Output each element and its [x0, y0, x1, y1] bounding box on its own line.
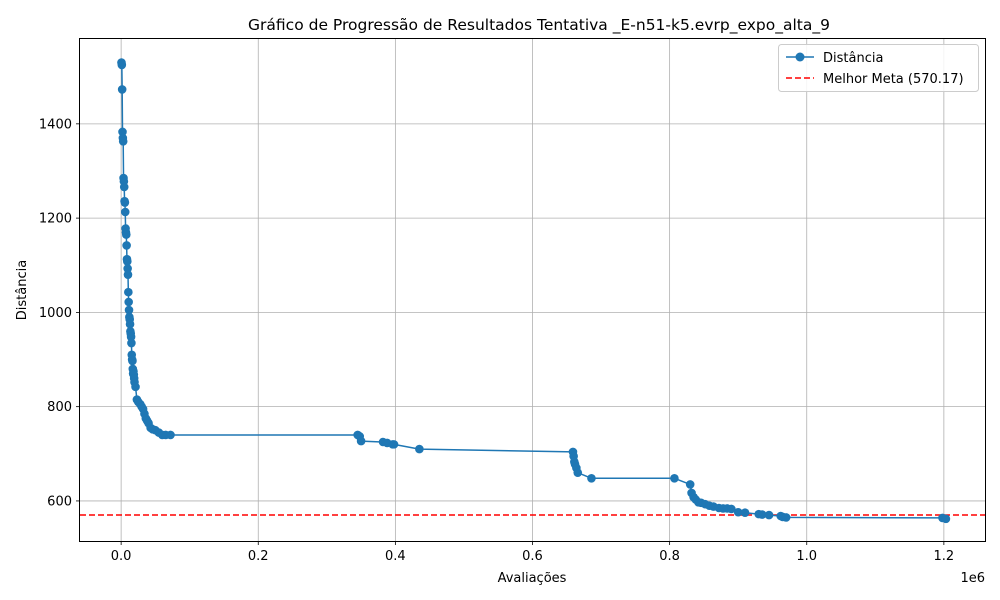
data-point — [166, 430, 175, 440]
x-tick-label: 1.0 — [796, 549, 817, 564]
data-point — [127, 338, 136, 348]
data-point — [389, 440, 399, 449]
x-tick-label: 0.6 — [522, 549, 543, 564]
y-axis: 600 800 1000 1200 1400 — [39, 117, 80, 509]
data-point — [121, 230, 131, 239]
data-point — [123, 257, 132, 266]
x-tick-label: 0.2 — [248, 549, 269, 564]
data-point — [117, 85, 127, 94]
x-axis-label: Avaliações — [498, 571, 567, 586]
legend-marker-series — [795, 52, 805, 62]
legend: Distância Melhor Meta (570.17) — [778, 44, 979, 92]
data-point — [126, 332, 136, 342]
data-point — [125, 319, 135, 329]
data-point — [415, 444, 424, 454]
data-point — [123, 270, 133, 279]
data-point — [118, 136, 128, 146]
data-point — [573, 468, 583, 477]
data-point — [757, 510, 767, 519]
data-point — [120, 207, 130, 217]
data-point — [685, 480, 695, 489]
data-point — [124, 297, 133, 307]
x-axis: 0.0 0.2 0.4 0.6 0.8 1.0 1.2 — [111, 541, 954, 564]
y-tick-label: 800 — [47, 400, 72, 415]
data-point — [670, 474, 679, 483]
x-tick-label: 0.4 — [385, 549, 406, 564]
data-point — [119, 182, 129, 192]
data-point — [131, 382, 140, 392]
x-tick-label: 1.2 — [934, 549, 955, 564]
grid — [80, 39, 985, 541]
data-point — [941, 514, 951, 524]
y-tick-label: 1200 — [39, 212, 72, 227]
x-axis-offset-label: 1e6 — [960, 571, 985, 586]
data-point — [781, 513, 791, 522]
data-point — [727, 504, 736, 514]
data-point — [124, 287, 133, 297]
data-point — [587, 474, 596, 483]
data-point — [117, 60, 127, 70]
data-point — [764, 510, 774, 520]
data-point — [356, 436, 366, 446]
data-point — [118, 127, 127, 137]
series-line — [120, 62, 947, 520]
legend-label-series: Distância — [823, 51, 883, 66]
data-point — [733, 507, 743, 517]
series-layer — [117, 58, 951, 524]
chart-title: Gráfico de Progressão de Resultados Tent… — [248, 16, 830, 35]
y-axis-label: Distância — [15, 260, 30, 320]
y-tick-label: 600 — [47, 494, 72, 509]
data-point — [120, 198, 130, 207]
y-tick-label: 1000 — [39, 306, 72, 321]
data-point — [124, 305, 134, 315]
x-tick-label: 0.8 — [659, 549, 680, 564]
y-tick-label: 1400 — [39, 117, 72, 132]
data-point — [128, 356, 137, 366]
data-point — [122, 241, 131, 250]
data-point — [740, 508, 750, 518]
legend-box — [778, 44, 979, 92]
data-point — [123, 264, 132, 273]
x-tick-label: 0.0 — [111, 549, 132, 564]
legend-label-reference: Melhor Meta (570.17) — [823, 72, 964, 87]
